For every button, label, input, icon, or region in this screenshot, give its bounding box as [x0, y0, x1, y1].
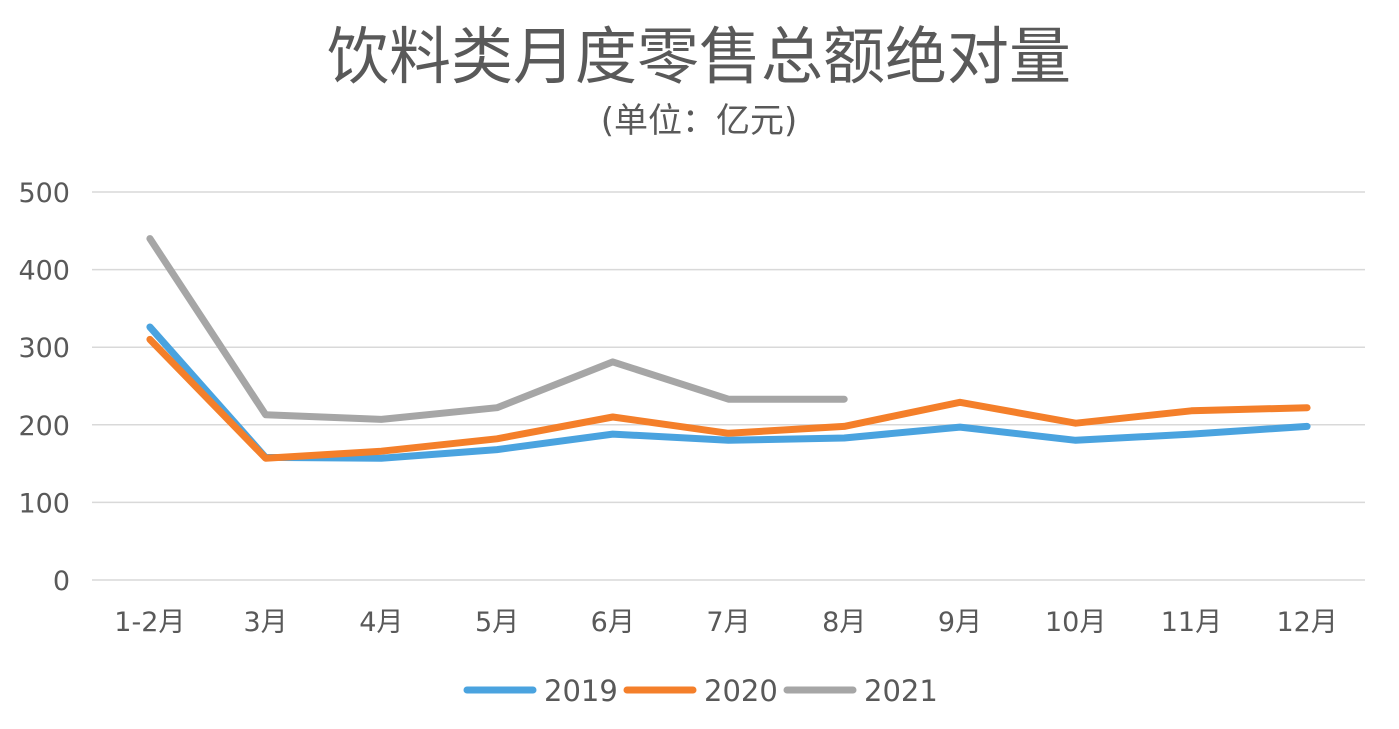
x-tick-label: 5月 — [475, 607, 519, 638]
series-layer — [146, 235, 1311, 462]
series-line-2020 — [146, 335, 1311, 462]
x-tick-label: 7月 — [706, 607, 750, 638]
x-tick-label: 4月 — [359, 607, 403, 638]
y-tick-label: 200 — [18, 411, 70, 442]
x-tick-label: 10月 — [1045, 607, 1106, 638]
chart-subtitle: (单位：亿元) — [601, 101, 798, 141]
y-tick-label: 0 — [53, 566, 70, 597]
y-tick-label: 100 — [18, 488, 70, 519]
x-tick-label: 9月 — [938, 607, 982, 638]
series-line-2021 — [146, 235, 848, 423]
legend-label-2019: 2019 — [544, 674, 618, 708]
y-tick-label: 400 — [18, 256, 70, 287]
legend-label-2020: 2020 — [704, 674, 778, 708]
x-axis: 1-2月 3月 4月 5月 6月 7月 8月 9月 10月 11月 12月 — [114, 607, 1338, 638]
series-line-2019 — [146, 323, 1311, 462]
y-tick-label: 300 — [18, 333, 70, 364]
x-tick-label: 1-2月 — [114, 607, 185, 638]
grid-layer: 0 100 200 300 400 500 — [18, 178, 1365, 597]
x-tick-label: 3月 — [243, 607, 287, 638]
legend-label-2021: 2021 — [864, 674, 938, 708]
x-tick-label: 6月 — [591, 607, 635, 638]
legend: 2019 2020 2021 — [463, 674, 938, 708]
chart-title: 饮料类月度零售总额绝对量 — [327, 20, 1071, 93]
x-tick-label: 12月 — [1276, 607, 1337, 638]
x-tick-label: 8月 — [822, 607, 866, 638]
x-tick-label: 11月 — [1161, 607, 1222, 638]
y-tick-label: 500 — [18, 178, 70, 209]
